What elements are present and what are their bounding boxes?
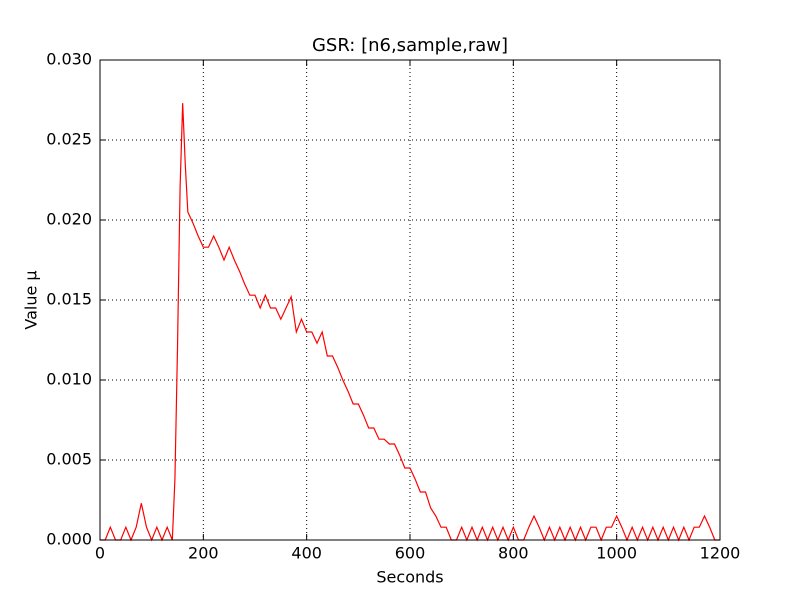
x-tick-label: 400	[291, 544, 322, 563]
x-tick-label: 600	[395, 544, 426, 563]
y-tick-label: 0.005	[46, 450, 92, 469]
x-tick-label: 1000	[596, 544, 637, 563]
plot-frame	[99, 59, 721, 541]
y-tick-label: 0.000	[46, 530, 92, 549]
data-line	[100, 103, 720, 542]
x-tick-label: 0	[95, 544, 105, 563]
chart-title: GSR: [n6,sample,raw]	[312, 35, 508, 56]
y-tick-label: 0.020	[46, 210, 92, 229]
x-tick-label: 800	[498, 544, 529, 563]
y-tick-label: 0.025	[46, 130, 92, 149]
y-tick-label: 0.030	[46, 50, 92, 69]
x-tick-label: 1200	[700, 544, 741, 563]
y-tick-label: 0.015	[46, 290, 92, 309]
x-tick-label: 200	[188, 544, 219, 563]
x-axis-label: Seconds	[376, 568, 443, 587]
y-axis-label: Value µ	[22, 270, 41, 329]
y-tick-label: 0.010	[46, 370, 92, 389]
